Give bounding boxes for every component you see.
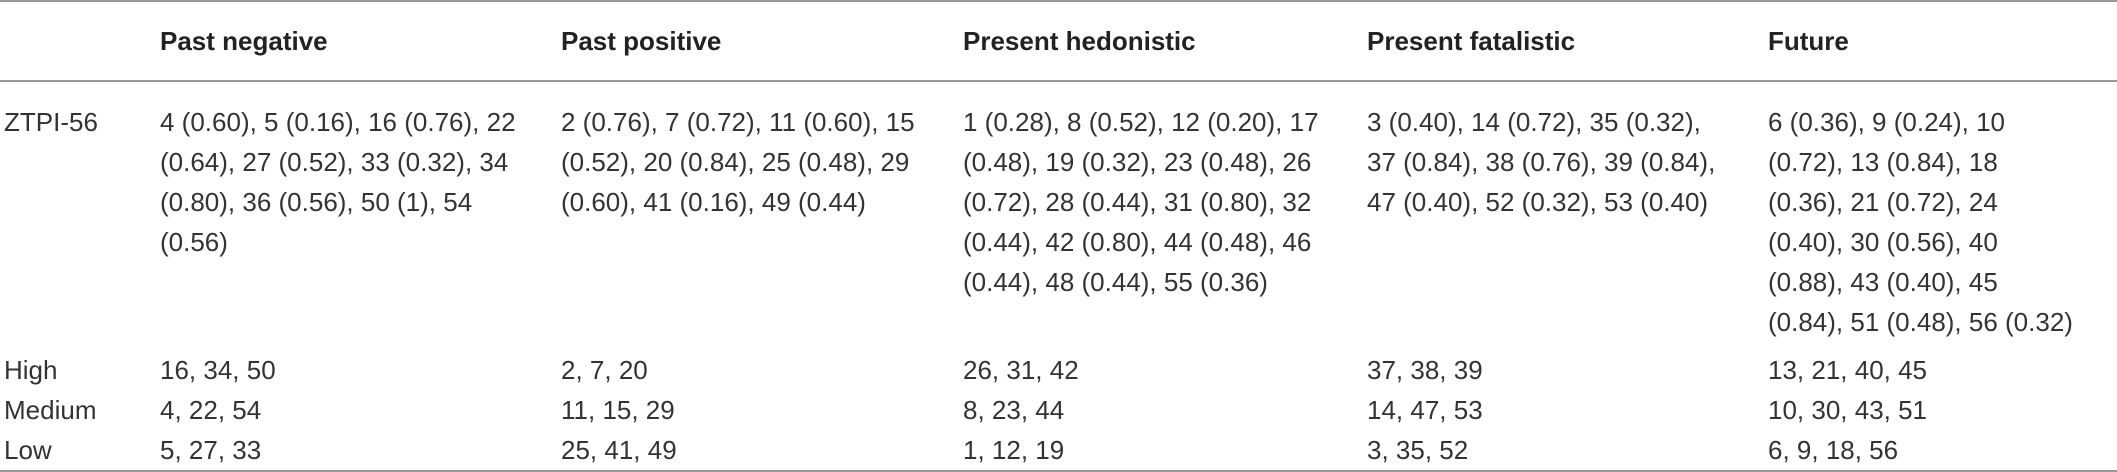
table-body: ZTPI-56 4 (0.60), 5 (0.16), 16 (0.76), 22… (0, 81, 2117, 471)
table-cell: 2, 7, 20 (561, 355, 648, 385)
column-header: Future (1768, 26, 1849, 56)
table-cell: 3 (0.40), 14 (0.72), 35 (0.32), 37 (0.84… (1367, 107, 1716, 217)
row-label: Low (4, 435, 52, 465)
table-cell: 1, 12, 19 (963, 435, 1065, 465)
table-cell: 16, 34, 50 (160, 355, 276, 385)
column-header (0, 1, 160, 81)
table-cell: 6, 9, 18, 56 (1768, 435, 1899, 465)
table-header: Past negative Past positive Present hedoni… (0, 1, 2117, 81)
table-cell: 14, 47, 53 (1367, 395, 1483, 425)
table-cell: 1 (0.28), 8 (0.52), 12 (0.20), 17 (0.48)… (963, 107, 1319, 297)
table-row: Low 5, 27, 33 25, 41, 49 1, 12, 19 3, 35, 52… (0, 430, 2117, 471)
table-cell: 11, 15, 29 (561, 395, 675, 425)
table-cell: 37, 38, 39 (1367, 355, 1483, 385)
table-cell: 5, 27, 33 (160, 435, 262, 465)
table-cell: 10, 30, 43, 51 (1768, 395, 1928, 425)
table-cell: 25, 41, 49 (561, 435, 677, 465)
column-header: Present hedonistic (963, 26, 1196, 56)
row-label: High (4, 355, 58, 385)
row-label: ZTPI-56 (4, 107, 98, 137)
table-cell: 6 (0.36), 9 (0.24), 10 (0.72), 13 (0.84)… (1768, 107, 2073, 337)
table-row: Medium 4, 22, 54 11, 15, 29 8, 23, 44 14, 47… (0, 390, 2117, 430)
table-cell: 13, 21, 40, 45 (1768, 355, 1928, 385)
column-header: Past negative (160, 26, 328, 56)
table-cell: 4, 22, 54 (160, 395, 262, 425)
row-label: Medium (4, 395, 97, 425)
table-cell: 4 (0.60), 5 (0.16), 16 (0.76), 22 (0.64)… (160, 107, 516, 257)
column-header: Past positive (561, 26, 722, 56)
table-cell: 3, 35, 52 (1367, 435, 1469, 465)
table-cell: 26, 31, 42 (963, 355, 1079, 385)
table-row: High 16, 34, 50 2, 7, 20 26, 31, 42 37, 38, … (0, 350, 2117, 390)
column-header: Present fatalistic (1367, 26, 1576, 56)
header-row: Past negative Past positive Present hedoni… (0, 1, 2117, 81)
table-cell: 2 (0.76), 7 (0.72), 11 (0.60), 15 (0.52)… (561, 107, 915, 217)
table-row: ZTPI-56 4 (0.60), 5 (0.16), 16 (0.76), 22… (0, 81, 2117, 350)
table-cell: 8, 23, 44 (963, 395, 1065, 425)
